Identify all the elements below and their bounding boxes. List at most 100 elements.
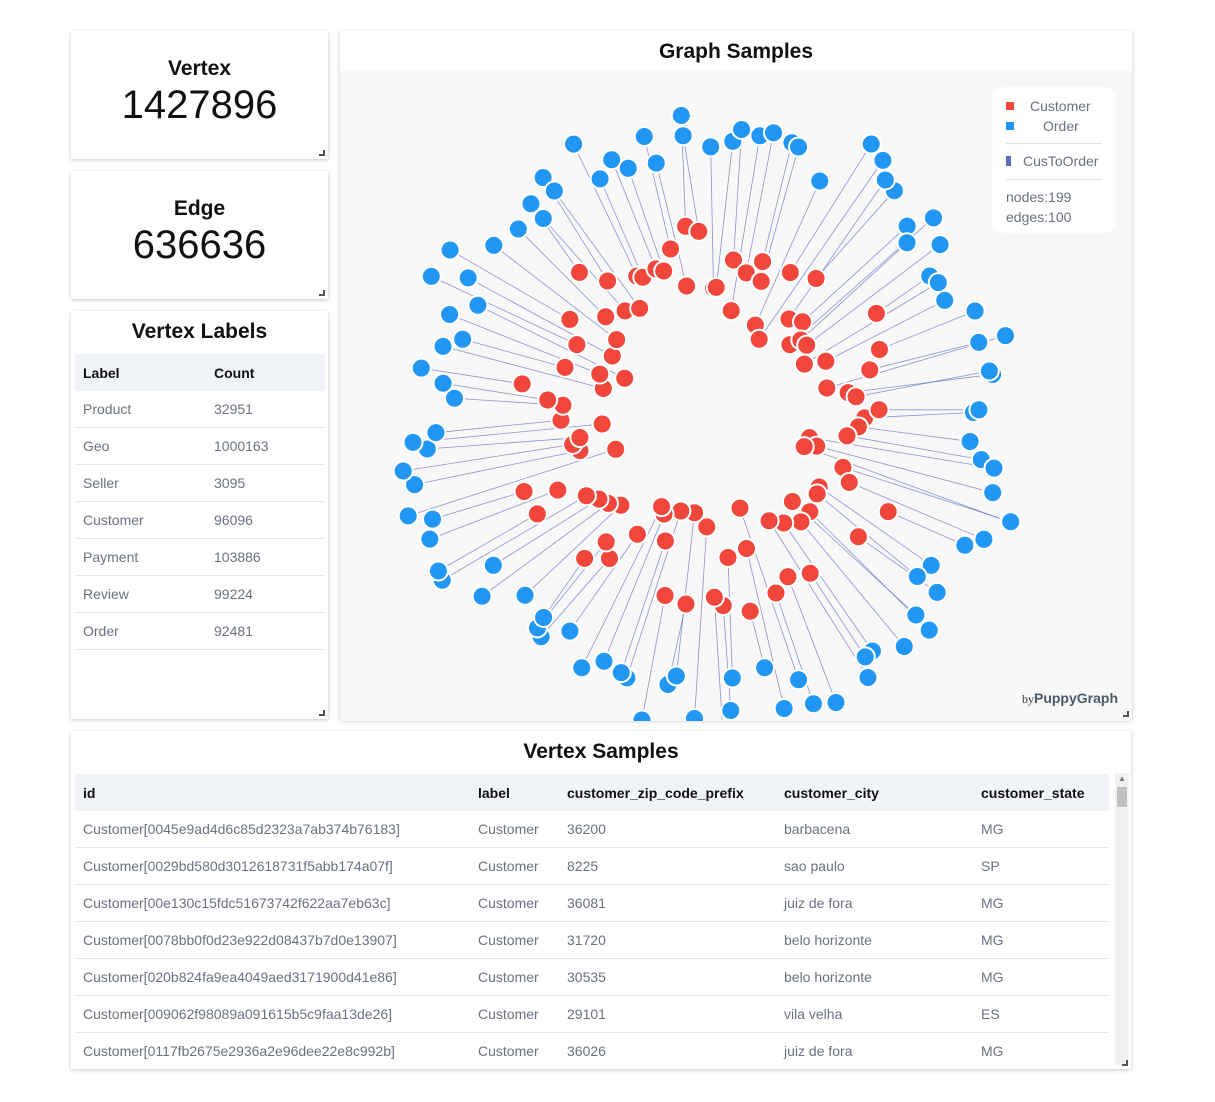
table-row[interactable]: Geo 1000163 <box>75 427 325 465</box>
customer-node[interactable] <box>511 373 533 395</box>
edge-custoorder[interactable] <box>518 228 606 318</box>
customer-node[interactable] <box>614 367 636 389</box>
customer-node[interactable] <box>554 356 576 378</box>
customer-node[interactable] <box>736 538 758 560</box>
table-row[interactable]: Customer[0078bb0f0d23e922d08437b7d0e1390… <box>75 921 1109 959</box>
column-header[interactable]: Count <box>206 354 325 391</box>
edge-custoorder[interactable] <box>554 190 641 309</box>
edge-custoorder[interactable] <box>815 190 895 279</box>
order-node[interactable] <box>532 208 554 230</box>
customer-node[interactable] <box>805 268 827 290</box>
order-node[interactable] <box>857 667 879 689</box>
edge-custoorder[interactable] <box>641 595 666 721</box>
edge-custoorder[interactable] <box>730 135 761 311</box>
edge-custoorder[interactable] <box>758 160 884 340</box>
order-node[interactable] <box>617 157 639 179</box>
customer-node[interactable] <box>868 399 890 421</box>
edge-custoorder[interactable] <box>806 244 941 346</box>
resize-handle-icon[interactable] <box>1123 711 1129 717</box>
edge-custoorder[interactable] <box>818 486 932 566</box>
order-node[interactable] <box>601 149 623 171</box>
order-node[interactable] <box>532 167 554 189</box>
edge-custoorder[interactable] <box>540 558 610 638</box>
order-node[interactable] <box>563 133 585 155</box>
order-node[interactable] <box>422 508 444 530</box>
edge-custoorder[interactable] <box>800 521 905 647</box>
customer-node[interactable] <box>779 261 801 283</box>
order-node[interactable] <box>788 136 810 158</box>
customer-node[interactable] <box>606 329 628 351</box>
customer-node[interactable] <box>591 413 613 435</box>
customer-node[interactable] <box>865 302 887 324</box>
table-row[interactable]: Product 32951 <box>75 391 325 428</box>
edge-custoorder[interactable] <box>788 179 886 320</box>
customer-node[interactable] <box>547 479 569 501</box>
edge-custoorder[interactable] <box>768 520 869 678</box>
edge-custoorder[interactable] <box>755 180 821 326</box>
edge-custoorder[interactable] <box>745 132 774 273</box>
customer-node[interactable] <box>799 562 821 584</box>
order-node[interactable] <box>533 606 555 628</box>
order-node[interactable] <box>443 387 465 409</box>
graph-canvas[interactable]: Customer Order CusToOrder nodes:199 edge… <box>340 71 1132 721</box>
customer-node[interactable] <box>675 593 697 615</box>
order-node[interactable] <box>610 662 632 684</box>
table-row[interactable]: Customer[0029bd580d3012618731f5abb174a07… <box>75 847 1109 885</box>
column-header[interactable]: label <box>470 774 559 811</box>
resize-handle-icon[interactable] <box>319 150 325 156</box>
column-header[interactable]: customer_city <box>776 774 973 811</box>
order-node[interactable] <box>926 581 948 603</box>
edge-custoorder[interactable] <box>414 450 581 486</box>
edge-custoorder[interactable] <box>800 242 908 341</box>
edge-custoorder[interactable] <box>787 576 837 703</box>
customer-node[interactable] <box>739 600 761 622</box>
order-node[interactable] <box>954 534 976 556</box>
customer-node[interactable] <box>847 526 869 548</box>
customer-node[interactable] <box>670 500 692 522</box>
edge-custoorder[interactable] <box>611 159 657 269</box>
order-node[interactable] <box>923 207 945 229</box>
customer-node[interactable] <box>729 497 751 519</box>
resize-handle-icon[interactable] <box>1122 1060 1128 1066</box>
order-node[interactable] <box>432 335 454 357</box>
edge-custoorder[interactable] <box>449 249 571 320</box>
order-node[interactable] <box>404 474 426 496</box>
edge-custoorder[interactable] <box>879 310 976 350</box>
customer-node[interactable] <box>748 328 770 350</box>
customer-node[interactable] <box>688 220 710 242</box>
order-node[interactable] <box>520 193 542 215</box>
customer-node[interactable] <box>589 363 611 385</box>
edge-custoorder[interactable] <box>876 275 930 314</box>
edge-custoorder[interactable] <box>421 367 523 385</box>
order-node[interactable] <box>483 234 505 256</box>
customer-node[interactable] <box>796 334 818 356</box>
edge-custoorder[interactable] <box>842 466 1011 523</box>
order-node[interactable] <box>968 399 990 421</box>
edge-custoorder[interactable] <box>462 338 566 368</box>
order-node[interactable] <box>762 122 784 144</box>
order-node[interactable] <box>392 460 414 482</box>
order-node[interactable] <box>645 152 667 174</box>
edge-custoorder[interactable] <box>746 548 785 709</box>
edge-custoorder[interactable] <box>569 534 638 632</box>
order-node[interactable] <box>721 667 743 689</box>
edge-custoorder[interactable] <box>682 135 700 232</box>
table-row[interactable]: Customer[009062f98089a091615b5c9faa13de2… <box>75 995 1109 1033</box>
customer-node[interactable] <box>815 350 837 372</box>
edge-custoorder[interactable] <box>493 245 617 340</box>
customer-node[interactable] <box>597 270 619 292</box>
edge-custoorder[interactable] <box>627 168 665 272</box>
order-node[interactable] <box>968 331 990 353</box>
customer-node[interactable] <box>595 531 617 553</box>
order-node[interactable] <box>809 170 831 192</box>
edge-custoorder[interactable] <box>888 511 966 546</box>
edge-custoorder[interactable] <box>802 225 908 323</box>
customer-node[interactable] <box>752 251 774 273</box>
customer-node[interactable] <box>859 359 881 381</box>
customer-node[interactable] <box>836 425 858 447</box>
edge-custoorder[interactable] <box>727 557 733 678</box>
customer-node[interactable] <box>781 491 803 513</box>
edge-custoorder[interactable] <box>655 163 687 287</box>
order-node[interactable] <box>432 372 454 394</box>
graph-svg[interactable] <box>340 71 1132 721</box>
